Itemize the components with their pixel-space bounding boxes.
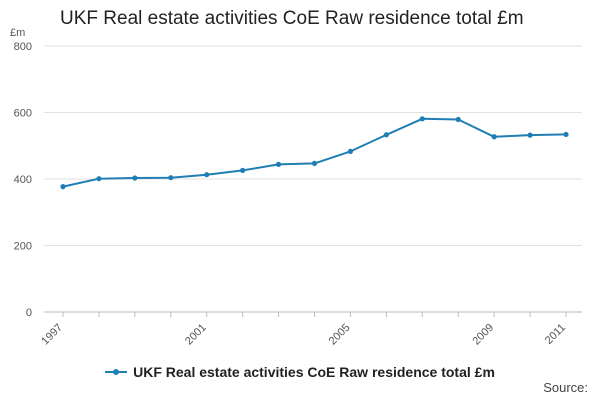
data-point: [204, 172, 210, 178]
data-point: [419, 116, 425, 122]
series-layer: [60, 116, 569, 190]
data-point: [455, 116, 461, 123]
data-point: [383, 132, 389, 138]
data-point: [96, 176, 102, 182]
data-point: [347, 148, 354, 155]
data-point: [275, 161, 282, 167]
x-tick-label: 2011: [543, 322, 568, 347]
y-tick-label: 400: [14, 174, 32, 186]
legend-line-marker-icon: [105, 369, 128, 375]
grid-lines: [44, 45, 582, 246]
data-point: [311, 160, 318, 166]
data-point: [60, 184, 66, 190]
data-point: [168, 175, 174, 181]
data-point: [563, 131, 569, 138]
y-tick-label: 200: [14, 241, 32, 253]
data-point: [132, 175, 138, 181]
data-point: [491, 134, 497, 140]
data-point: [240, 167, 246, 173]
series-line: [62, 117, 567, 188]
y-tick-label: 0: [26, 307, 32, 319]
x-tick-label: 2009: [470, 322, 496, 348]
legend[interactable]: UKF Real estate activities CoE Raw resid…: [0, 364, 600, 380]
y-tick-label: 600: [14, 108, 32, 120]
source-label: Source:: [543, 380, 588, 395]
data-point: [527, 132, 533, 138]
x-tick-label: 2005: [327, 322, 353, 348]
legend-label: UKF Real estate activities CoE Raw resid…: [133, 364, 495, 380]
y-tick-label: 800: [14, 41, 32, 53]
y-axis-unit-label: £m: [10, 27, 25, 39]
x-tick-label: 1997: [39, 322, 65, 348]
chart-title: UKF Real estate activities CoE Raw resid…: [60, 8, 524, 29]
tick-labels: £m 0 200 400 600 800 1997 2001 2005 2009 2011: [10, 27, 568, 347]
axes: [44, 311, 582, 317]
x-tick-label: 2001: [183, 322, 209, 348]
